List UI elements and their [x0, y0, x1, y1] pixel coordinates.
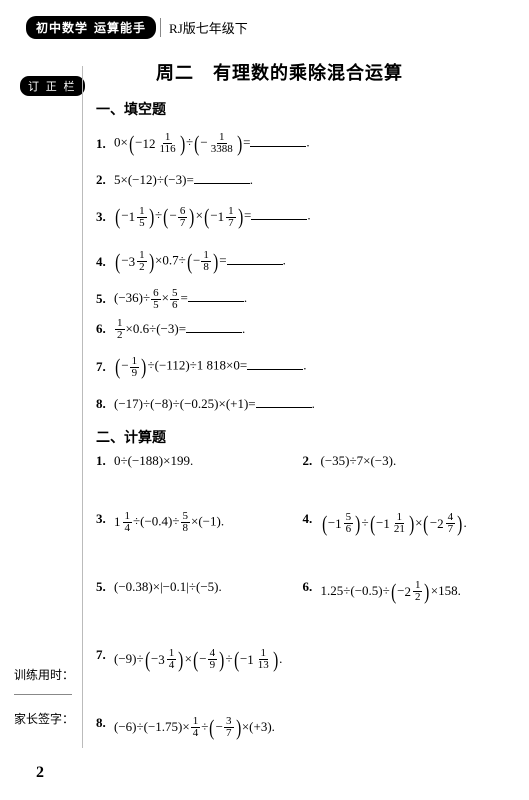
page-title: 周二 有理数的乘除混合运算	[30, 59, 529, 85]
subject-text: 初中数学	[36, 21, 88, 35]
question-number: 8.	[96, 715, 114, 741]
question-number: 5.	[96, 579, 114, 605]
question-number: 5.	[96, 288, 114, 310]
parent-sig-label: 家长签字：	[14, 710, 74, 727]
train-time-label: 训练用时：	[14, 666, 74, 683]
question-expr: 12×0.6÷(−3)=.	[114, 318, 245, 342]
calc-question: 7.(−9)÷(−314)×(−49)÷(−1113).	[96, 647, 509, 673]
fill-question: 3.(−115)÷(−67)×(−117)=.	[96, 198, 509, 235]
question-expr: 5×(−12)÷(−3)=.	[114, 169, 253, 191]
vertical-divider	[82, 66, 83, 748]
section2-list: 1.0÷(−188)×199.2.(−35)÷7×(−3).3.114÷(−0.…	[96, 453, 509, 741]
fill-question: 2.5×(−12)÷(−3)=.	[96, 169, 509, 191]
question-expr: 0÷(−188)×199.	[114, 453, 193, 469]
fill-question: 1.0×(−121116)÷(−13388)=.	[96, 125, 509, 162]
question-expr: (−6)÷(−1.75)×14÷(−37)×(+3).	[114, 715, 275, 741]
question-expr: (−9)÷(−314)×(−49)÷(−1113).	[114, 647, 282, 673]
calc-question: 1.0÷(−188)×199.	[96, 453, 303, 469]
calc-row: 8.(−6)÷(−1.75)×14÷(−37)×(+3).	[96, 715, 509, 741]
question-expr: (−36)÷65×56=.	[114, 287, 247, 311]
question-number: 3.	[96, 511, 114, 537]
question-number: 6.	[96, 318, 114, 340]
footer-divider	[14, 694, 72, 695]
question-number: 3.	[96, 206, 114, 228]
question-expr: 1.25÷(−0.5)÷(−212)×158.	[321, 579, 461, 605]
calc-row: 3.114÷(−0.4)÷58×(−1).4.(−156)÷(−1121)×(−…	[96, 511, 509, 537]
calc-question: 8.(−6)÷(−1.75)×14÷(−37)×(+3).	[96, 715, 509, 741]
question-number: 2.	[96, 169, 114, 191]
question-expr: (−115)÷(−67)×(−117)=.	[114, 198, 311, 235]
calc-question: 6.1.25÷(−0.5)÷(−212)×158.	[303, 579, 510, 605]
content-area: 一、填空题 1.0×(−121116)÷(−13388)=.2.5×(−12)÷…	[96, 99, 509, 741]
question-number: 4.	[303, 511, 321, 537]
fill-question: 7.(−19)÷(−112)÷1 818×0=.	[96, 348, 509, 385]
calc-row: 7.(−9)÷(−314)×(−49)÷(−1113).	[96, 647, 509, 673]
fill-question: 8.(−17)÷(−8)÷(−0.25)×(+1)=.	[96, 393, 509, 415]
question-number: 7.	[96, 356, 114, 378]
calc-question: 4.(−156)÷(−1121)×(−247).	[303, 511, 510, 537]
page-number: 2	[36, 764, 44, 782]
calc-question: 5.(−0.38)×|−0.1|÷(−5).	[96, 579, 303, 605]
question-number: 8.	[96, 393, 114, 415]
section1-list: 1.0×(−121116)÷(−13388)=.2.5×(−12)÷(−3)=.…	[96, 125, 509, 415]
question-number: 1.	[96, 133, 114, 155]
question-number: 4.	[96, 251, 114, 273]
question-expr: (−0.38)×|−0.1|÷(−5).	[114, 579, 222, 605]
question-expr: (−35)÷7×(−3).	[321, 453, 397, 469]
section1-head: 一、填空题	[96, 99, 509, 119]
question-number: 2.	[303, 453, 321, 469]
fill-question: 6.12×0.6÷(−3)=.	[96, 318, 509, 342]
calc-question: 2.(−35)÷7×(−3).	[303, 453, 510, 469]
header: 初中数学 运算能手 RJ版七年级下	[0, 0, 529, 45]
question-expr: 0×(−121116)÷(−13388)=.	[114, 125, 310, 162]
question-number: 1.	[96, 453, 114, 469]
question-expr: (−19)÷(−112)÷1 818×0=.	[114, 348, 306, 385]
section2-head: 二、计算题	[96, 427, 509, 447]
question-expr: 114÷(−0.4)÷58×(−1).	[114, 511, 224, 537]
calc-row: 5.(−0.38)×|−0.1|÷(−5).6.1.25÷(−0.5)÷(−21…	[96, 579, 509, 605]
fill-question: 4.(−312)×0.7÷(−18)=.	[96, 243, 509, 280]
question-expr: (−312)×0.7÷(−18)=.	[114, 243, 286, 280]
question-expr: (−17)÷(−8)÷(−0.25)×(+1)=.	[114, 393, 315, 415]
book-text: 运算能手	[94, 21, 146, 35]
question-number: 6.	[303, 579, 321, 605]
edition-text: RJ版七年级下	[160, 18, 248, 37]
calc-row: 1.0÷(−188)×199.2.(−35)÷7×(−3).	[96, 453, 509, 469]
tab-badge: 订 正 栏	[20, 76, 85, 96]
fill-question: 5.(−36)÷65×56=.	[96, 287, 509, 311]
question-expr: (−156)÷(−1121)×(−247).	[321, 511, 467, 537]
question-number: 7.	[96, 647, 114, 673]
calc-question: 3.114÷(−0.4)÷58×(−1).	[96, 511, 303, 537]
subject-badge: 初中数学 运算能手	[26, 16, 156, 39]
